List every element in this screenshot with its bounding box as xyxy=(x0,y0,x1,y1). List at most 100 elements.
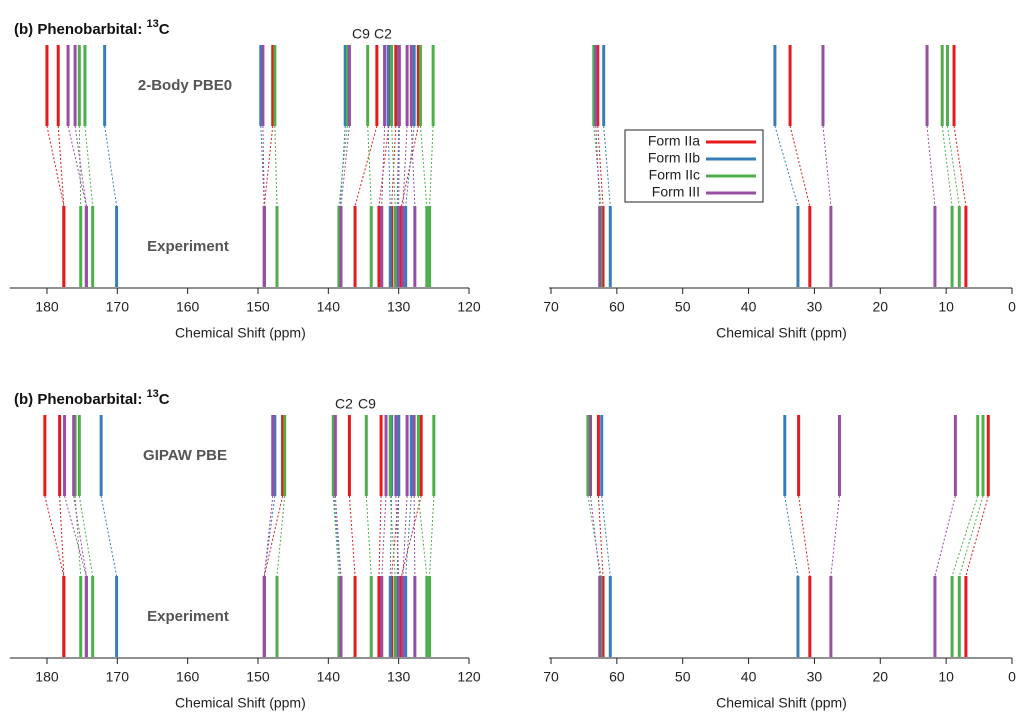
experimental-stick xyxy=(275,576,279,657)
x-tick-label: 30 xyxy=(807,669,823,685)
legend-label: Form IIc xyxy=(649,167,700,183)
connector xyxy=(822,125,832,207)
x-tick-label: 150 xyxy=(246,299,270,315)
experimental-stick xyxy=(353,206,357,287)
calculated-stick xyxy=(73,45,77,126)
connector xyxy=(74,125,87,207)
calculated-stick xyxy=(788,45,792,126)
x-axis-label: Chemical Shift (ppm) xyxy=(716,695,847,711)
experimental-stick xyxy=(377,576,381,657)
x-tick-label: 40 xyxy=(741,299,757,315)
connector xyxy=(263,495,284,577)
connector xyxy=(934,495,956,577)
connector xyxy=(354,125,378,207)
x-tick-label: 40 xyxy=(741,669,757,685)
connector xyxy=(334,495,342,577)
x-tick-label: 60 xyxy=(609,669,625,685)
experimental-stick xyxy=(608,206,612,287)
x-tick-label: 20 xyxy=(872,299,888,315)
calculated-stick xyxy=(412,415,416,496)
calculated-stick xyxy=(273,45,277,126)
connector xyxy=(830,495,840,577)
experimental-stick xyxy=(353,576,357,657)
calculated-stick xyxy=(940,45,944,126)
connector xyxy=(46,125,65,207)
experimental-stick xyxy=(428,206,432,287)
connector xyxy=(365,495,372,577)
connector xyxy=(429,125,434,207)
experimental-stick xyxy=(275,206,279,287)
calculated-stick xyxy=(347,415,351,496)
calculated-stick xyxy=(77,415,81,496)
calculated-stick xyxy=(45,45,49,126)
x-tick-label: 0 xyxy=(1008,669,1016,685)
calculated-stick xyxy=(409,45,413,126)
connector xyxy=(84,125,94,207)
legend-label: Form III xyxy=(652,184,700,200)
experimental-stick xyxy=(339,576,343,657)
calculated-stick xyxy=(347,45,351,126)
x-tick-label: 180 xyxy=(35,669,59,685)
calculated-stick xyxy=(99,415,103,496)
experimental-stick xyxy=(933,206,937,287)
calculated-stick xyxy=(333,415,337,496)
row-label: Experiment xyxy=(147,238,229,255)
experimental-stick xyxy=(957,206,961,287)
x-tick-label: 30 xyxy=(807,299,823,315)
calculated-stick xyxy=(416,415,420,496)
calculated-stick xyxy=(379,415,383,496)
connector xyxy=(398,125,400,207)
x-tick-label: 140 xyxy=(317,299,341,315)
calculated-stick xyxy=(394,415,398,496)
experimental-stick xyxy=(950,576,954,657)
title-suffix: C xyxy=(159,21,170,38)
calculated-stick xyxy=(394,45,398,126)
panel-title: (b) Phenobarbital: 13C xyxy=(14,388,170,408)
calculated-stick xyxy=(432,415,436,496)
calculated-stick xyxy=(63,415,67,496)
connector xyxy=(348,495,356,577)
experimental-stick xyxy=(425,206,429,287)
experimental-stick xyxy=(115,206,119,287)
connector xyxy=(590,495,601,577)
connector xyxy=(78,495,94,577)
calculated-stick xyxy=(58,415,62,496)
connector xyxy=(798,495,811,577)
calculated-stick xyxy=(773,45,777,126)
x-tick-label: 180 xyxy=(35,299,59,315)
experimental-stick xyxy=(808,576,812,657)
experimental-stick xyxy=(369,576,373,657)
connector xyxy=(391,125,396,207)
connector xyxy=(59,495,65,577)
experimental-stick xyxy=(84,576,88,657)
connector xyxy=(405,495,412,577)
title-superscript: 13 xyxy=(147,18,159,30)
calculated-stick xyxy=(271,45,275,126)
connector xyxy=(78,125,82,207)
calculated-stick xyxy=(592,45,596,126)
connector xyxy=(402,125,408,207)
connector xyxy=(338,125,348,207)
connector xyxy=(953,125,967,207)
calculated-stick xyxy=(283,415,287,496)
title-suffix: C xyxy=(159,391,170,408)
x-tick-label: 170 xyxy=(106,669,130,685)
experimental-stick xyxy=(808,206,812,287)
connector xyxy=(774,125,799,207)
connector xyxy=(44,495,65,577)
experimental-stick xyxy=(598,206,602,287)
calculated-stick xyxy=(797,415,801,496)
connector xyxy=(597,125,604,207)
connector xyxy=(67,125,87,207)
calculated-stick xyxy=(953,415,957,496)
experimental-stick xyxy=(796,576,800,657)
experimental-stick xyxy=(337,576,341,657)
x-tick-label: 60 xyxy=(609,299,625,315)
calculated-stick xyxy=(976,415,980,496)
calculated-stick xyxy=(418,45,422,126)
experimental-stick xyxy=(598,576,602,657)
calculated-stick xyxy=(66,45,70,126)
annotation: C9 xyxy=(352,26,370,42)
connector xyxy=(395,495,400,577)
experimental-stick xyxy=(601,576,605,657)
